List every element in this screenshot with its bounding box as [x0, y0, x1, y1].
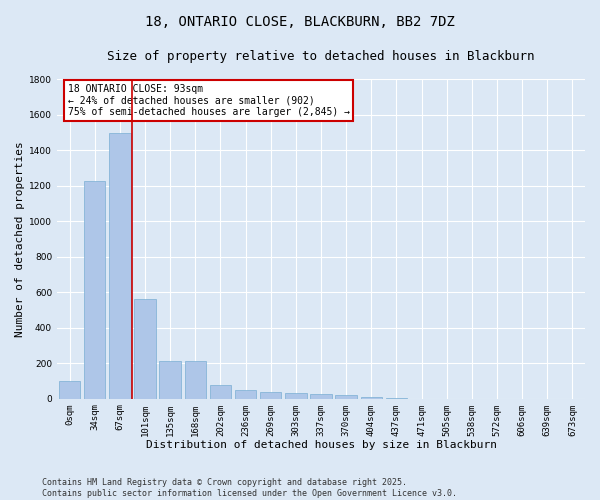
Bar — [84, 180, 106, 398]
Title: Size of property relative to detached houses in Blackburn: Size of property relative to detached ho… — [107, 50, 535, 63]
Bar — [160, 362, 181, 399]
Bar — [361, 397, 382, 398]
Bar — [134, 300, 156, 398]
Text: 18, ONTARIO CLOSE, BLACKBURN, BB2 7DZ: 18, ONTARIO CLOSE, BLACKBURN, BB2 7DZ — [145, 15, 455, 29]
Bar — [310, 394, 332, 398]
Bar — [210, 386, 231, 398]
Bar — [260, 392, 281, 398]
Bar — [109, 132, 131, 398]
Bar — [59, 381, 80, 398]
Text: Contains HM Land Registry data © Crown copyright and database right 2025.
Contai: Contains HM Land Registry data © Crown c… — [42, 478, 457, 498]
Bar — [335, 395, 357, 398]
Y-axis label: Number of detached properties: Number of detached properties — [15, 141, 25, 337]
Bar — [185, 362, 206, 399]
Bar — [235, 390, 256, 398]
Text: 18 ONTARIO CLOSE: 93sqm
← 24% of detached houses are smaller (902)
75% of semi-d: 18 ONTARIO CLOSE: 93sqm ← 24% of detache… — [68, 84, 350, 117]
Bar — [285, 392, 307, 398]
X-axis label: Distribution of detached houses by size in Blackburn: Distribution of detached houses by size … — [146, 440, 497, 450]
